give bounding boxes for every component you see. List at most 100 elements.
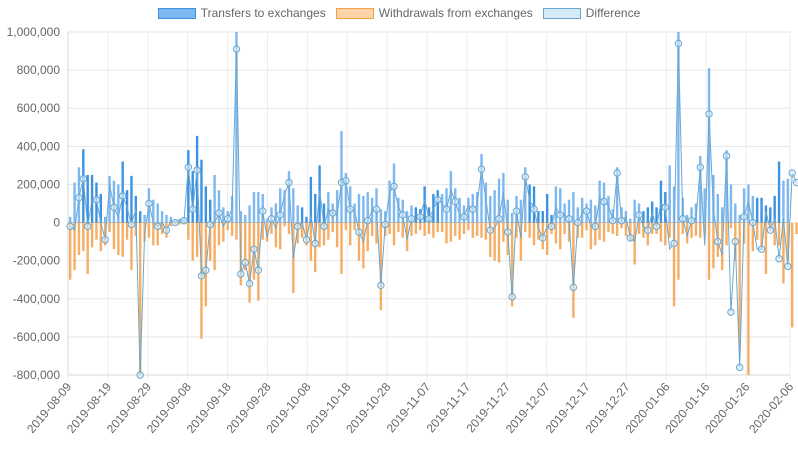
transfer-bar	[235, 32, 238, 223]
withdrawal-bar	[537, 222, 540, 240]
withdrawal-bar	[532, 222, 536, 246]
transfer-bar	[73, 182, 76, 223]
transfer-bar	[257, 192, 260, 223]
transfer-bar	[274, 203, 278, 223]
transfer-bar	[117, 184, 120, 223]
withdrawal-bar	[156, 222, 159, 246]
difference-point	[775, 255, 783, 263]
withdrawal-bar	[349, 222, 352, 246]
difference-point	[792, 178, 798, 187]
withdrawal-bar	[200, 222, 203, 339]
transfer-bar	[160, 211, 164, 223]
withdrawal-bar	[370, 222, 374, 236]
transfer-bar	[537, 211, 540, 223]
y-tick-label: 800,000	[17, 63, 61, 77]
withdrawal-bar	[694, 222, 698, 236]
difference-point	[66, 222, 74, 231]
difference-point	[92, 195, 101, 204]
difference-point	[154, 222, 162, 231]
transfer-bar	[642, 211, 645, 223]
difference-point	[329, 209, 337, 217]
transfer-bar	[300, 207, 304, 223]
transfer-bar	[99, 193, 103, 223]
difference-point	[521, 173, 529, 181]
transfer-bar	[108, 175, 111, 223]
legend-item-difference[interactable]: Difference	[542, 6, 640, 20]
withdrawal-bar	[287, 222, 291, 234]
withdrawal-bar	[773, 222, 776, 246]
transfer-bar	[410, 205, 413, 223]
transfer-bar	[90, 174, 94, 223]
withdrawal-bar	[77, 222, 81, 255]
difference-point	[617, 216, 626, 225]
withdrawal-bar	[432, 222, 435, 238]
legend-item-transfers[interactable]: Transfers to exchanges	[157, 6, 326, 20]
withdrawal-bar	[397, 222, 400, 233]
difference-point	[674, 39, 683, 48]
transfer-bar	[357, 193, 361, 223]
transfer-bar	[738, 214, 741, 223]
transfer-bar	[541, 211, 544, 223]
difference-point	[477, 165, 486, 173]
difference-point	[202, 266, 210, 274]
withdrawal-bar	[528, 222, 531, 238]
withdrawal-bar	[125, 222, 129, 240]
withdrawal-bar	[729, 222, 733, 229]
withdrawal-bar	[471, 222, 474, 238]
withdrawal-bar	[633, 222, 636, 265]
transfer-bar	[646, 207, 649, 223]
y-tick-label: -200,000	[13, 254, 61, 268]
transfer-bar	[690, 207, 693, 223]
withdrawal-bar	[585, 222, 588, 231]
transfer-bar	[458, 197, 461, 223]
difference-point	[245, 279, 254, 288]
withdrawal-bar	[117, 222, 120, 255]
transfer-bar	[191, 171, 194, 223]
withdrawal-bar	[755, 222, 759, 240]
withdrawal-bar	[270, 222, 273, 234]
withdrawal-bar	[134, 222, 138, 236]
transfer-bar	[489, 195, 492, 223]
withdrawal-bar	[650, 222, 654, 234]
withdrawal-bar	[440, 222, 444, 233]
transfer-bar	[427, 207, 431, 223]
withdrawal-bar	[436, 222, 439, 233]
withdrawal-bar	[401, 222, 404, 238]
withdrawal-bar	[659, 222, 663, 242]
transfer-bar	[528, 184, 531, 223]
withdrawal-bar	[82, 222, 85, 252]
difference-point	[530, 205, 538, 213]
withdrawal-bar	[340, 222, 343, 275]
withdrawal-bar	[489, 222, 492, 257]
transfer-bar	[138, 211, 142, 223]
withdrawal-bar	[462, 222, 466, 234]
transfer-bar	[156, 203, 159, 223]
difference-point	[241, 258, 249, 267]
transfer-bar	[103, 216, 107, 223]
transfer-bar	[370, 197, 374, 223]
withdrawal-bar	[296, 222, 299, 244]
withdrawal-bar	[95, 222, 98, 240]
withdrawal-bar	[782, 222, 785, 284]
transfer-bar	[388, 180, 391, 223]
withdrawal-bar	[222, 222, 225, 242]
withdrawal-bar	[314, 222, 317, 273]
transfer-bar	[423, 186, 426, 223]
legend-label-withdrawals: Withdrawals from exchanges	[378, 6, 533, 20]
legend-item-withdrawals[interactable]: Withdrawals from exchanges	[335, 6, 533, 20]
transfer-bar	[594, 205, 597, 223]
withdrawal-bar	[545, 222, 549, 255]
transfer-bar	[519, 199, 523, 223]
transfer-bar	[449, 171, 453, 223]
difference-point	[569, 283, 578, 292]
withdrawal-bar	[410, 222, 413, 236]
transfer-bar	[165, 214, 168, 223]
transfer-bar	[152, 199, 155, 223]
difference-point	[377, 281, 385, 290]
withdrawal-bar	[344, 222, 348, 231]
transfer-bar	[659, 180, 663, 223]
withdrawal-bar	[274, 222, 278, 248]
transfer-bar	[467, 197, 470, 223]
withdrawal-bar	[760, 222, 763, 250]
transfer-bar	[414, 207, 418, 223]
